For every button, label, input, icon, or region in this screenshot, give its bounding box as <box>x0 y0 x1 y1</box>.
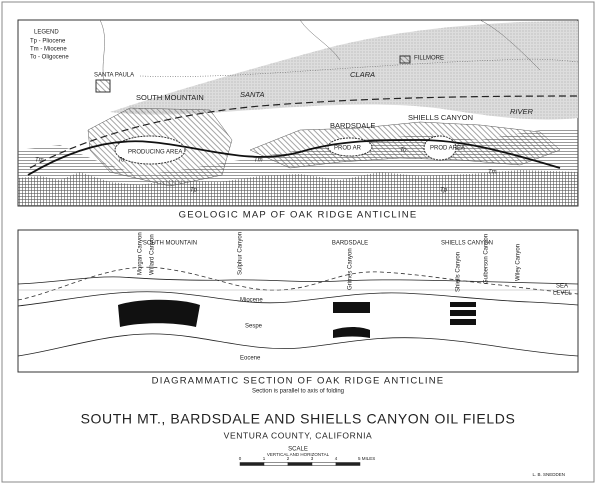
scale-unit-label: 5 MILES <box>358 456 375 461</box>
feature-label: CLARA <box>350 70 375 79</box>
town-marker <box>399 55 411 64</box>
map-caption: GEOLOGIC MAP OF OAK RIDGE ANTICLINE <box>179 210 418 221</box>
producing-area-label: PROD AR <box>334 146 362 152</box>
feature-label: SOUTH MOUNTAIN <box>136 93 204 102</box>
author: L. B. SNEDDEN <box>532 472 565 477</box>
legend-title: LEGEND <box>34 30 59 36</box>
field-label: SOUTH MOUNTAIN <box>143 241 197 247</box>
title: SOUTH MT., BARDSDALE AND SHIELLS CANYON … <box>81 411 516 427</box>
eocene-contact <box>17 333 579 357</box>
canyon-label: Sulphur Canyon <box>238 232 244 275</box>
scale-tick-label: 0 <box>239 456 242 461</box>
pliocene-area <box>18 170 578 206</box>
layer-label: Sespe <box>245 324 263 330</box>
stream <box>99 19 541 81</box>
producing-area-label: PROD AREA <box>430 146 465 152</box>
sea-level-label: SEA <box>556 284 568 290</box>
canyon-label: Morgan Canyon <box>138 232 144 275</box>
formation-label: Tm <box>254 158 263 164</box>
anticline-axis <box>27 139 561 176</box>
scale-segment <box>287 462 313 466</box>
legend-item: Tm - Miocene <box>30 47 67 53</box>
oil-zone <box>333 327 370 338</box>
section-caption: DIAGRAMMATIC SECTION OF OAK RIDGE ANTICL… <box>152 376 445 387</box>
eroded-crest <box>17 266 579 301</box>
town-marker <box>95 79 111 93</box>
layer-label: Miocene <box>240 298 263 304</box>
canyon-label: Willard Canyon <box>150 234 156 275</box>
scale-tick-label: 2 <box>287 456 290 461</box>
feature-label: SHIELLS CANYON <box>408 113 473 122</box>
canyon-label: Shiells Canyon <box>456 252 462 292</box>
feature-label: BARDSDALE <box>330 121 375 130</box>
formation-label: Tm <box>488 170 497 176</box>
scale-segment <box>311 462 337 466</box>
ground-surface <box>17 276 579 285</box>
scale-tick-label: 1 <box>263 456 266 461</box>
scale-segment <box>239 462 265 466</box>
scale-bar: 0 1 2 3 4 5 MILES <box>239 456 375 466</box>
scale-segment <box>263 462 289 466</box>
canyon-label: Wiley Canyon <box>516 244 522 281</box>
river-alluvium <box>110 21 578 120</box>
legend-item: Tp - Pliocene <box>30 39 66 45</box>
section-note: Section is parallel to axis of folding <box>252 389 344 395</box>
layer-label: Eocene <box>240 356 261 362</box>
formation-label: Tp <box>190 188 198 194</box>
scale-segment <box>335 462 361 466</box>
formation-label: To <box>118 158 125 164</box>
legend-item: To - Oligocene <box>30 55 69 61</box>
feature-label: RIVER <box>510 107 534 116</box>
field-label: SHIELLS CANYON <box>441 241 493 247</box>
producing-area <box>327 137 373 157</box>
scale-tick-label: 3 <box>311 456 314 461</box>
oil-zone <box>450 302 476 325</box>
formation-label: To <box>400 148 407 154</box>
section-panel: SOUTH MOUNTAIN BARDSDALE SHIELLS CANYON … <box>17 229 579 373</box>
feature-label: SANTA <box>240 90 264 99</box>
producing-area <box>114 135 186 165</box>
scale-subtitle: VERTICAL AND HORIZONTAL <box>267 452 330 457</box>
oil-zone <box>118 299 200 327</box>
town-label: FILLMORE <box>414 56 444 62</box>
road <box>139 58 579 77</box>
formation-label: Tp <box>440 188 448 194</box>
canyon-label: Grimes Canyon <box>348 248 354 290</box>
oil-zone <box>333 302 370 313</box>
town-label: SANTA PAULA <box>94 73 134 79</box>
formation-label: Tm <box>35 158 44 164</box>
miocene-contact <box>17 291 579 307</box>
scale-title: SCALE <box>288 447 308 453</box>
field-label: BARDSDALE <box>332 241 368 247</box>
canyon-label: Guiberson Canyon <box>484 234 490 284</box>
fault-line <box>29 95 579 169</box>
legend-box <box>24 26 86 66</box>
scale-tick-label: 4 <box>335 456 338 461</box>
oligocene-area <box>249 121 561 169</box>
sea-level-label: LEVEL <box>553 291 572 297</box>
map-panel: LEGEND Tp - Pliocene Tm - Miocene To - O… <box>17 19 579 207</box>
subtitle: VENTURA COUNTY, CALIFORNIA <box>224 430 373 440</box>
producing-area-label: PRODUCING AREA <box>128 150 182 156</box>
